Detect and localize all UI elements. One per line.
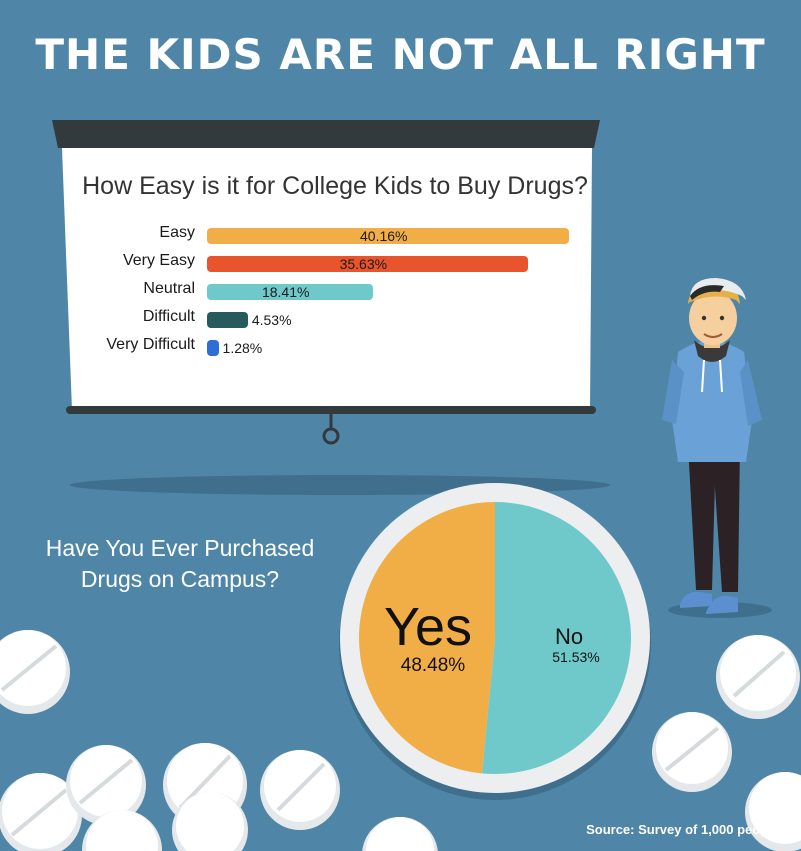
source-note: Source: Survey of 1,000 people: [586, 822, 779, 837]
pie-value-label-yes: 48.48%: [401, 655, 466, 676]
bar-easy: [207, 228, 569, 244]
bar-value-label-very-difficult: 1.28%: [222, 340, 263, 356]
pie-label-yes: Yes: [384, 597, 472, 657]
pill-icon: [0, 630, 70, 714]
pie-value-label-no: 51.53%: [552, 649, 599, 665]
main-title: THE KIDS ARE NOT ALL RIGHT: [35, 30, 766, 79]
bar-very-difficult: [207, 340, 219, 356]
bar-very-easy: [207, 256, 529, 272]
pie-slice-no: [481, 502, 632, 774]
pie-label-no: No: [555, 624, 583, 649]
screen-pull-ring: [322, 427, 340, 445]
bar-value-label-easy: 40.16%: [360, 228, 408, 244]
pill-icon: [0, 773, 82, 851]
pill-icon: [745, 772, 801, 851]
pill-icon: [260, 750, 340, 830]
bar-neutral: [207, 284, 373, 300]
bar-chart-title: How Easy is it for College Kids to Buy D…: [82, 172, 588, 200]
pie-slice-yes: [359, 502, 495, 774]
projector-screen: [62, 148, 592, 410]
pill-icon: [66, 745, 146, 825]
bar-category-neutral: Neutral: [143, 280, 195, 297]
screen-bottom-bar: [66, 406, 596, 414]
screen-top-bar: [52, 120, 600, 148]
bar-value-label-difficult: 4.53%: [251, 312, 292, 328]
pie-chart-title: Have You Ever Purchased Drugs on Campus?: [45, 535, 315, 592]
bar-difficult: [207, 312, 248, 328]
pill-icon: [82, 810, 162, 851]
bar-category-easy: Easy: [159, 224, 195, 241]
pill-icon: [652, 712, 732, 792]
pill-icon: [172, 792, 248, 851]
bar-category-very-difficult: Very Difficult: [106, 336, 195, 353]
bar-category-very-easy: Very Easy: [122, 252, 195, 269]
pill-icon: [362, 817, 438, 851]
pill-icon: [716, 635, 800, 719]
bar-category-difficult: Difficult: [142, 308, 195, 325]
student-illustration: [662, 278, 772, 618]
pill-icons: [0, 630, 801, 851]
bar-value-label-very-easy: 35.63%: [339, 256, 388, 272]
bar-value-label-neutral: 18.41%: [261, 284, 310, 300]
